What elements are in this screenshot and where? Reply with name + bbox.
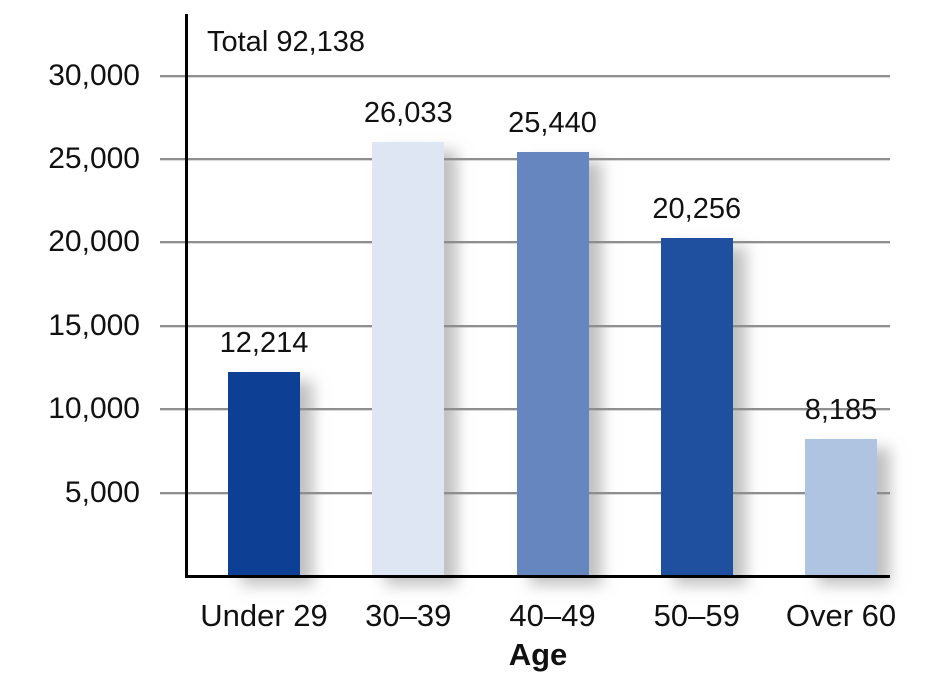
bar — [660, 238, 733, 576]
x-tick-label: Under 29 — [200, 598, 328, 633]
x-tick-label: 50–59 — [653, 598, 740, 633]
bar-value-label: 12,214 — [219, 327, 309, 359]
chart-total-annotation: Total 92,138 — [207, 26, 366, 58]
y-tick-label: 30,000 — [48, 58, 140, 92]
y-tick-label: 20,000 — [48, 225, 140, 259]
x-axis-title: Age — [508, 637, 568, 672]
bar-value-label: 26,033 — [363, 97, 453, 129]
bar — [516, 152, 589, 576]
x-tick-label: 40–49 — [509, 598, 596, 633]
x-tick-label: 30–39 — [365, 598, 452, 633]
y-tick-label: 10,000 — [48, 392, 140, 426]
bar — [228, 372, 300, 576]
x-tick-label: Over 60 — [785, 598, 897, 633]
y-tick-label: 15,000 — [48, 308, 140, 342]
gridline — [160, 74, 890, 78]
bar-value-label: 20,256 — [652, 193, 742, 225]
bar-value-label: 8,185 — [804, 394, 878, 426]
bar-value-label: 25,440 — [508, 107, 597, 139]
bar — [372, 142, 445, 576]
y-tick-label: 5,000 — [64, 475, 140, 509]
y-axis-line — [185, 14, 188, 578]
y-tick-label: 25,000 — [48, 141, 140, 175]
bar — [805, 439, 877, 576]
x-axis-line — [185, 575, 890, 578]
